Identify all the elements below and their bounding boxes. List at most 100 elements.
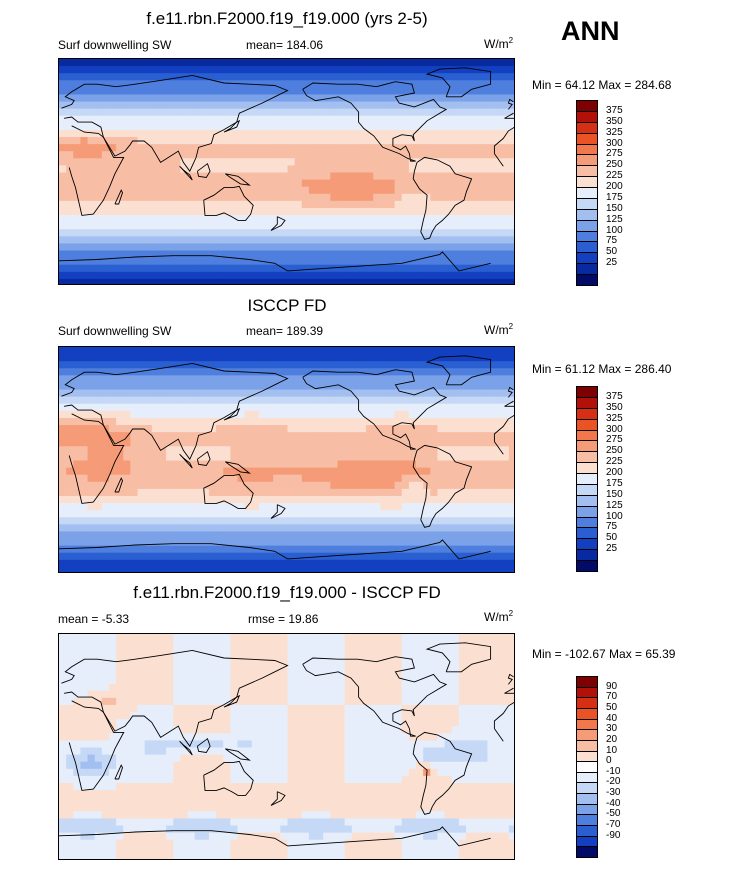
- field-cell: [244, 382, 253, 391]
- field-cell: [101, 179, 110, 188]
- field-cell: [301, 361, 310, 369]
- field-cell: [323, 73, 331, 81]
- field-cell: [301, 648, 310, 656]
- field-cell: [208, 165, 217, 174]
- field-cell: [466, 361, 474, 369]
- field-cell: [416, 545, 424, 554]
- field-cell: [473, 524, 481, 533]
- field-cell: [80, 559, 89, 568]
- field-cell: [201, 417, 210, 426]
- field-cell: [59, 94, 67, 103]
- field-cell: [173, 368, 181, 376]
- field-cell: [73, 215, 82, 223]
- field-cell: [294, 200, 303, 209]
- field-cell: [344, 200, 353, 209]
- field-cell: [230, 59, 239, 67]
- field-cell: [437, 662, 446, 671]
- field-cell: [508, 165, 514, 174]
- field-cell: [130, 165, 139, 174]
- field-cell: [280, 271, 289, 280]
- field-cell: [416, 439, 424, 447]
- field-cell: [251, 229, 260, 237]
- field-cell: [444, 481, 453, 490]
- field-cell: [244, 172, 253, 181]
- field-cell: [87, 719, 96, 727]
- field-cell: [430, 193, 439, 202]
- field-cell: [316, 453, 324, 462]
- field-cell: [94, 446, 103, 454]
- field-cell: [316, 101, 324, 110]
- field-cell: [280, 368, 289, 376]
- field-cell: [123, 59, 132, 67]
- field-cell: [208, 87, 217, 96]
- field-cell: [380, 488, 389, 497]
- field-cell: [59, 361, 67, 369]
- field-cell: [216, 641, 224, 649]
- field-cell: [266, 382, 274, 391]
- field-cell: [130, 453, 139, 462]
- field-cell: [466, 158, 474, 166]
- field-cell: [430, 676, 439, 685]
- field-cell: [501, 396, 510, 405]
- field-cell: [173, 375, 181, 384]
- field-cell: [387, 474, 396, 483]
- field-cell: [158, 432, 167, 440]
- field-cell: [294, 425, 303, 433]
- field-cell: [401, 200, 410, 209]
- field-cell: [480, 66, 489, 74]
- field-cell: [494, 361, 503, 369]
- field-cell: [408, 396, 417, 405]
- field-cell: [330, 158, 339, 166]
- field-cell: [394, 417, 403, 426]
- field-cell: [273, 634, 281, 642]
- field-cell: [344, 382, 353, 391]
- field-cell: [287, 158, 296, 166]
- field-cell: [87, 488, 96, 497]
- field-cell: [201, 66, 210, 74]
- field-cell: [487, 467, 496, 476]
- field-cell: [244, 186, 253, 195]
- field-cell: [116, 375, 124, 384]
- field-cell: [158, 278, 167, 284]
- field-cell: [237, 417, 246, 426]
- field-cell: [401, 538, 410, 547]
- field-cell: [337, 250, 346, 259]
- field-cell: [223, 354, 231, 362]
- field-cell: [180, 417, 189, 426]
- field-cell: [59, 158, 67, 166]
- field-cell: [494, 222, 503, 230]
- field-cell: [230, 122, 239, 131]
- field-cell: [337, 425, 346, 433]
- field-cell: [466, 94, 474, 103]
- field-cell: [80, 137, 89, 145]
- field-cell: [373, 690, 381, 699]
- field-cell: [116, 432, 124, 440]
- field-cell: [108, 122, 117, 131]
- field-cell: [494, 524, 503, 533]
- field-cell: [423, 172, 431, 181]
- field-cell: [494, 410, 503, 419]
- coastline: [61, 74, 289, 173]
- field-cell: [151, 264, 160, 273]
- field-cell: [251, 215, 260, 223]
- field-cell: [258, 662, 267, 671]
- field-cell: [466, 186, 474, 195]
- field-cell: [80, 439, 89, 447]
- coastline: [287, 251, 491, 272]
- field-cell: [94, 186, 103, 195]
- field-cell: [366, 94, 374, 103]
- field-cell: [130, 683, 139, 692]
- field-cell: [116, 474, 124, 483]
- field-cell: [244, 144, 253, 152]
- field-cell: [451, 236, 460, 245]
- field-cell: [380, 165, 389, 174]
- field-cell: [323, 662, 331, 671]
- field-cell: [351, 354, 360, 362]
- field-cell: [244, 524, 253, 533]
- field-cell: [130, 446, 139, 454]
- field-cell: [394, 460, 403, 469]
- field-cell: [108, 361, 117, 369]
- field-cell: [380, 347, 389, 355]
- field-cell: [151, 410, 160, 419]
- field-cell: [444, 552, 453, 561]
